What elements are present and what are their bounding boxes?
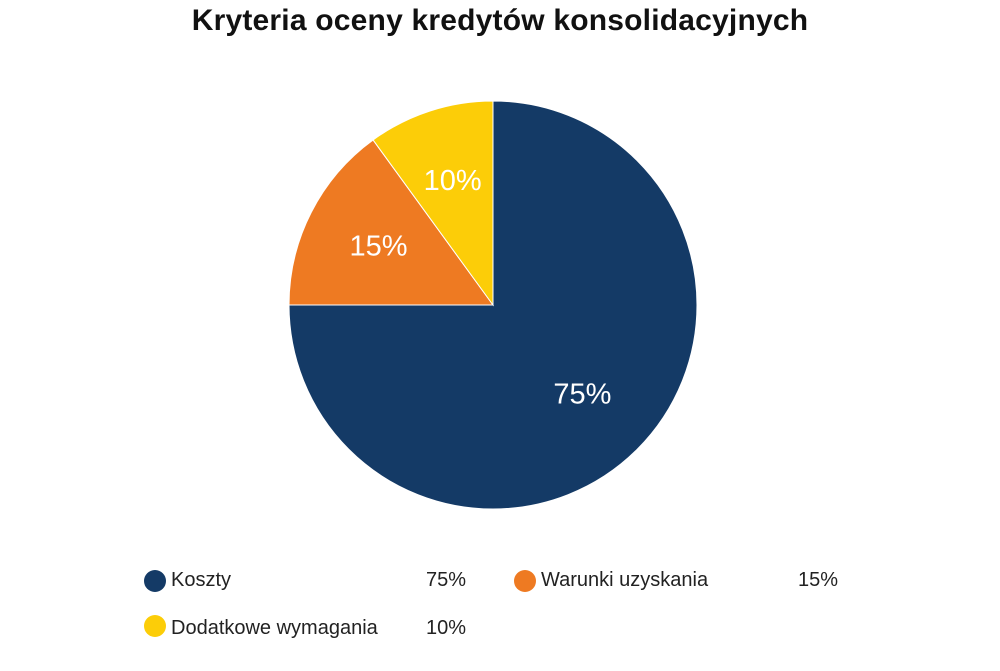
slice-label-koszty: 75%: [553, 378, 611, 410]
slice-label-dodatkowe-wymagania: 10%: [424, 165, 482, 197]
legend-label-dodatkowe-wymagania: Dodatkowe wymagania: [171, 617, 378, 639]
legend-swatch-koszty: [144, 570, 166, 592]
slice-label-warunki-uzyskania: 15%: [349, 231, 407, 263]
legend-label-koszty: Koszty: [171, 569, 232, 591]
pie-chart: 75% 15% 10%: [288, 100, 698, 510]
legend-swatch-dodatkowe-wymagania: [144, 615, 166, 637]
legend-item-dodatkowe-wymagania: [144, 611, 166, 641]
legend-item-warunki-uzyskania: [514, 566, 536, 596]
legend-item-koszty: [144, 566, 166, 596]
pie-slice-warunki-uzyskania: [288, 139, 494, 306]
legend-label-warunki-uzyskania: Warunki uzyskania: [541, 569, 709, 591]
chart-title: Kryteria oceny kredytów konsolidacyjnych: [191, 4, 809, 37]
legend-swatch-warunki-uzyskania: [514, 570, 536, 592]
legend-value-dodatkowe-wymagania: 10%: [426, 617, 467, 639]
pie-slice-dodatkowe-wymagania: [372, 100, 494, 307]
legend-value-warunki-uzyskania: 15%: [798, 569, 839, 591]
legend-value-koszty: 75%: [426, 569, 467, 591]
